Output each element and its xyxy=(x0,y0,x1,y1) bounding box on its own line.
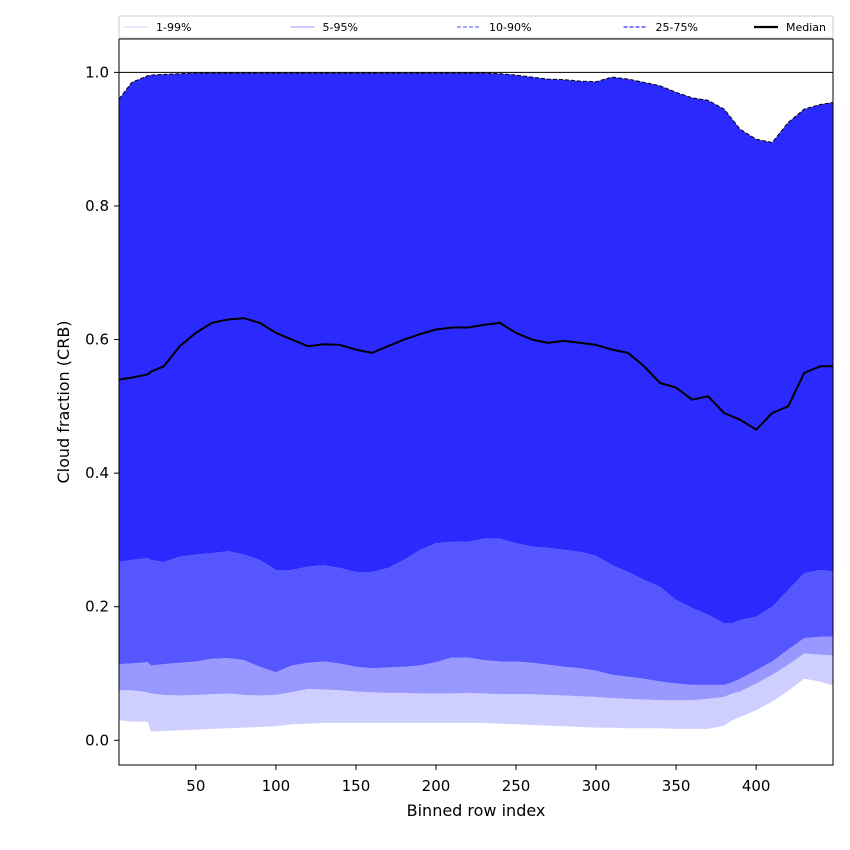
series-median-line xyxy=(119,317,833,431)
y-axis: 0.0 0.2 0.4 0.6 0.8 1.0 xyxy=(85,63,119,749)
legend: 1-99% 5-95% 10-90% 25-75% Median xyxy=(118,15,834,39)
y-tick-label: 0.6 xyxy=(85,331,109,349)
x-axis-title: Binned row index xyxy=(407,801,546,820)
x-tick-label: 400 xyxy=(742,777,771,795)
band-1-99- xyxy=(119,653,833,732)
line-layer xyxy=(119,71,833,431)
x-tick-label: 250 xyxy=(502,777,531,795)
legend-label-5-95-: 5-95% xyxy=(323,21,358,34)
plot-frame xyxy=(118,38,834,766)
band-5-95- xyxy=(119,636,833,701)
legend-label-25-75-: 25-75% xyxy=(656,21,698,34)
x-axis: 50 100 150 200 250 300 350 400 xyxy=(186,765,770,795)
x-tick-label: 200 xyxy=(422,777,451,795)
x-tick-label: 50 xyxy=(186,777,205,795)
y-tick-label: 1.0 xyxy=(85,63,109,81)
y-tick-label: 0.8 xyxy=(85,197,109,215)
y-tick-label: 0.0 xyxy=(85,731,109,749)
x-tick-label: 100 xyxy=(262,777,291,795)
band-25-75- xyxy=(119,73,833,624)
legend-label-median: Median xyxy=(786,21,826,34)
band-layer xyxy=(119,73,833,732)
y-tick-label: 0.4 xyxy=(85,464,109,482)
x-tick-label: 350 xyxy=(662,777,691,795)
y-axis-title: Cloud fraction (CRB) xyxy=(54,320,73,483)
x-tick-label: 150 xyxy=(342,777,371,795)
legend-label-10-90-: 10-90% xyxy=(489,21,531,34)
x-tick-label: 300 xyxy=(582,777,611,795)
upper-quartile-edge-line xyxy=(119,72,833,144)
band-10-90- xyxy=(119,538,833,685)
y-tick-label: 0.2 xyxy=(85,598,109,616)
legend-label-1-99-: 1-99% xyxy=(156,21,191,34)
